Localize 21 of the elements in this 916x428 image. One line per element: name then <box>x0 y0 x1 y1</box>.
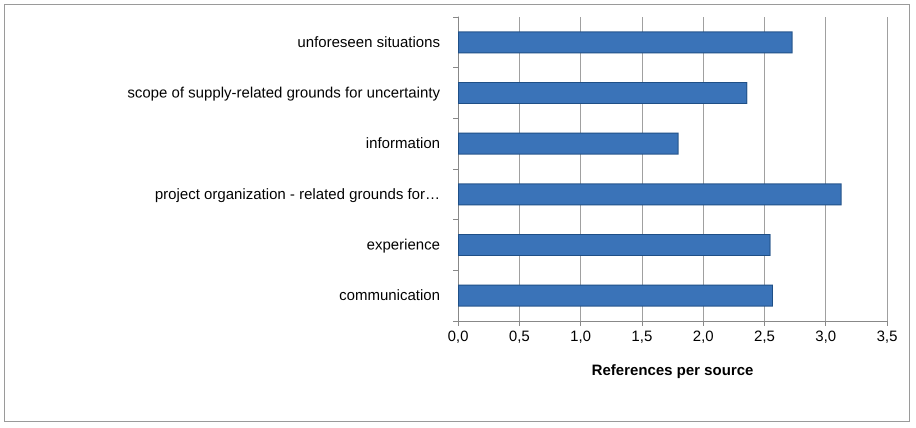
x-tick-label: 0,0 <box>448 328 468 345</box>
x-tick-label: 1,5 <box>631 328 652 345</box>
bar <box>458 284 774 307</box>
x-tick-label: 2,5 <box>754 328 775 345</box>
y-tick-label: scope of supply-related grounds for uncertainty <box>127 84 440 102</box>
y-tick-label: information <box>366 135 440 152</box>
x-tick-label: 2,0 <box>692 328 714 345</box>
y-tick-label: unforeseen situations <box>297 34 440 51</box>
bar <box>458 31 793 54</box>
x-axis-title: References per source <box>592 362 754 379</box>
x-tick-label: 1,0 <box>570 328 591 345</box>
y-tick-label: communication <box>339 287 440 304</box>
x-tick-label: 3,5 <box>876 328 898 345</box>
x-tick-label: 3,0 <box>815 328 836 345</box>
y-tick-label: experience <box>366 236 440 254</box>
y-tick-label: project organization - related grounds for… <box>154 186 440 203</box>
x-tick-label: 0,5 <box>508 328 530 345</box>
bar <box>458 234 771 256</box>
bar <box>458 82 748 104</box>
bar <box>458 183 842 206</box>
bar <box>458 132 679 155</box>
